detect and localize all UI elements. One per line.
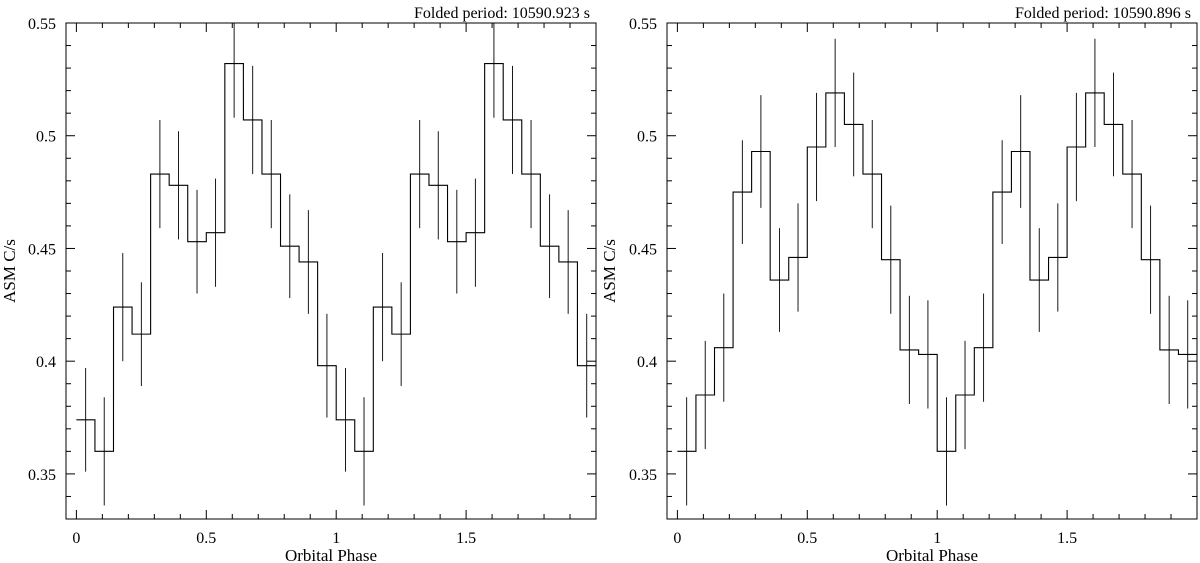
chart-1-ytick-label: 0.4 xyxy=(637,354,657,371)
chart-0-xtick-label: 0.5 xyxy=(196,530,216,547)
folded-lightcurve-left: 0 0.5 1 1.5 0.35 0.4 0.45 0.5 0.55 Folded period:… xyxy=(0,5,597,563)
chart-1-title: Folded period: 10590.896 s xyxy=(1015,5,1191,22)
chart-0-xtick-label: 1.5 xyxy=(456,530,476,547)
chart-0-ytick-label: 0.4 xyxy=(36,354,56,371)
chart-1-xlabel: Orbital Phase xyxy=(886,546,978,563)
chart-1-xtick-label: 0.5 xyxy=(797,530,817,547)
chart-1-ytick-label: 0.45 xyxy=(629,241,657,258)
chart-1-xtick-label: 1.5 xyxy=(1057,530,1077,547)
chart-1-ylabel: ASM C/s xyxy=(600,239,619,303)
chart-0-ytick-label: 0.5 xyxy=(36,129,56,146)
chart-1-xtick-label: 0 xyxy=(673,530,681,547)
chart-0-step-line xyxy=(76,63,596,452)
folded-lightcurve-right: 0 0.5 1 1.5 0.35 0.4 0.45 0.5 0.55 Folded period:… xyxy=(600,0,1200,563)
chart-0-ytick-label: 0.45 xyxy=(28,241,56,258)
chart-1-step-line xyxy=(677,92,1197,452)
chart-0-ytick-label: 0.55 xyxy=(28,16,56,33)
chart-0-xtick-label: 0 xyxy=(72,530,80,547)
chart-0-plot-frame xyxy=(65,22,597,520)
chart-1-ytick-label: 0.35 xyxy=(629,467,657,484)
chart-1-plot-frame xyxy=(666,22,1198,520)
chart-right-svg: 0 0.5 1 1.5 0.35 0.4 0.45 0.5 0.55 Folded period:… xyxy=(600,5,1198,563)
chart-0-ytick-label: 0.35 xyxy=(28,467,56,484)
chart-1-xtick-label: 1 xyxy=(933,530,941,547)
chart-1-ytick-label: 0.5 xyxy=(637,129,657,146)
chart-0-xlabel: Orbital Phase xyxy=(285,546,377,563)
chart-0-xtick-label: 1 xyxy=(332,530,340,547)
chart-0-ylabel: ASM C/s xyxy=(0,239,19,303)
chart-0-title: Folded period: 10590.923 s xyxy=(414,5,590,22)
chart-left-svg: 0 0.5 1 1.5 0.35 0.4 0.45 0.5 0.55 Folded period:… xyxy=(0,5,597,563)
chart-1-ytick-label: 0.55 xyxy=(629,16,657,33)
